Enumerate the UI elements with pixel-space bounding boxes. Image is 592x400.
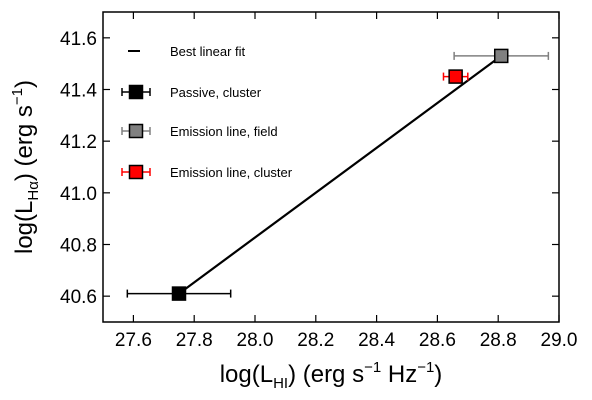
legend-marker [128, 84, 144, 100]
fit-line-layer [178, 55, 502, 295]
plot-area: 27.6 27.8 28.0 28.2 28.4 28.6 28.8 29.0 40.640.… [60, 11, 578, 351]
y-axis-ticks: 40.6 40.8 41.0 41.2 41.4 41.6 [60, 29, 559, 308]
data-point [171, 286, 187, 301]
x-tick-label: 29.0 [541, 330, 578, 351]
y-axis-title: log(LHα) (erg s−1) [9, 80, 42, 254]
y-tick-label: 41.4 [60, 81, 97, 102]
y-tick-label: 40.6 [60, 287, 97, 308]
y-tick-label: 41.2 [60, 132, 97, 153]
x-tick-label: 27.8 [176, 330, 213, 351]
y-tick-label: 40.8 [60, 236, 97, 257]
legend-label: Emission line, field [170, 124, 278, 139]
y-tick-label: 41.0 [60, 184, 97, 205]
legend-marker [128, 123, 144, 139]
legend-label: Best linear fit [170, 44, 246, 59]
x-axis-ticks: 27.6 27.8 28.0 28.2 28.4 28.6 28.8 29.0 [115, 12, 578, 351]
x-tick-label: 28.6 [419, 330, 456, 351]
legend-marker [128, 164, 144, 180]
best-fit-line [178, 55, 502, 295]
legend-label: Emission line, cluster [170, 165, 293, 180]
x-tick-label: 28.8 [480, 330, 517, 351]
data-points-layer [126, 48, 550, 301]
data-point [493, 48, 509, 64]
x-tick-label: 28.4 [358, 330, 395, 351]
x-tick-label: 27.6 [115, 330, 152, 351]
x-tick-label: 28.0 [237, 330, 274, 351]
x-tick-label: 28.2 [297, 330, 334, 351]
x-axis-title: log(LHI) (erg s−1 Hz−1) [220, 359, 443, 392]
data-point [448, 69, 463, 84]
plot-frame [102, 11, 560, 323]
legend: Best linear fit Passive, cluster Emission … [121, 44, 293, 180]
y-tick-label: 41.6 [60, 29, 97, 50]
legend-label: Passive, cluster [170, 85, 262, 100]
